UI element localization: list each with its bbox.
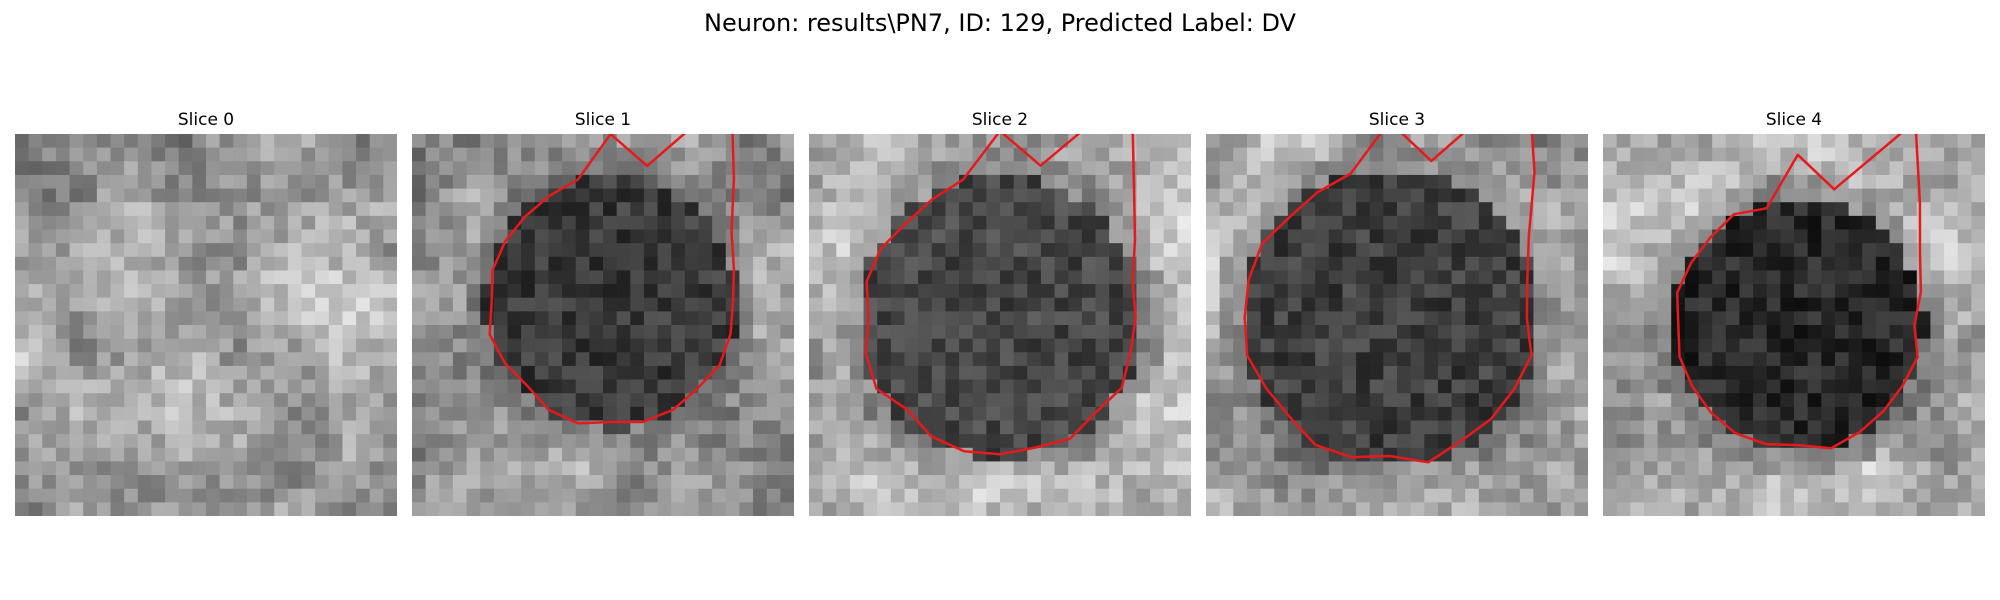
slice-title-0: Slice 0 <box>177 110 235 130</box>
slice-panel-1: Slice 1 <box>412 108 794 520</box>
figure-title: Neuron: results\PN7, ID: 129, Predicted … <box>704 9 1296 37</box>
pixel-grid <box>412 134 794 516</box>
pixel-grid <box>1206 134 1588 516</box>
slice-image-0 <box>15 134 397 516</box>
slice-title-2: Slice 2 <box>971 110 1029 130</box>
neuron-contour <box>1675 134 1923 450</box>
pixel-grid <box>15 134 397 516</box>
slice-image-4 <box>1603 134 1985 516</box>
pixel-grid <box>1603 134 1985 516</box>
neuron-contour <box>864 134 1137 456</box>
slice-panel-0: Slice 0 <box>15 108 397 520</box>
slice-title-4: Slice 4 <box>1765 110 1823 130</box>
slice-panel-2: Slice 2 <box>809 108 1191 520</box>
slice-title-1: Slice 1 <box>574 110 632 130</box>
slice-panel-3: Slice 3 <box>1206 108 1588 520</box>
neuron-contour <box>488 134 736 425</box>
slice-title-3: Slice 3 <box>1368 110 1426 130</box>
pixel-grid <box>809 134 1191 516</box>
slice-image-3 <box>1206 134 1588 516</box>
slice-image-1 <box>412 134 794 516</box>
slice-image-2 <box>809 134 1191 516</box>
slice-panel-4: Slice 4 <box>1603 108 1985 520</box>
neuron-contour <box>1243 134 1536 464</box>
